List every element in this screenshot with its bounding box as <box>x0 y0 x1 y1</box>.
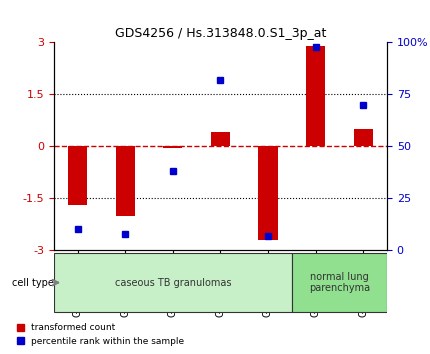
Bar <box>258 146 277 240</box>
Bar <box>353 129 373 146</box>
Bar <box>306 46 325 146</box>
Bar <box>116 146 135 216</box>
Bar <box>163 146 182 148</box>
Bar <box>211 132 230 146</box>
Text: normal lung
parenchyma: normal lung parenchyma <box>309 272 370 293</box>
FancyBboxPatch shape <box>292 253 387 312</box>
Title: GDS4256 / Hs.313848.0.S1_3p_at: GDS4256 / Hs.313848.0.S1_3p_at <box>115 27 326 40</box>
Text: caseous TB granulomas: caseous TB granulomas <box>114 278 231 287</box>
Text: cell type: cell type <box>12 278 54 287</box>
Bar <box>68 146 87 205</box>
FancyBboxPatch shape <box>54 253 292 312</box>
Legend: transformed count, percentile rank within the sample: transformed count, percentile rank withi… <box>13 320 188 349</box>
